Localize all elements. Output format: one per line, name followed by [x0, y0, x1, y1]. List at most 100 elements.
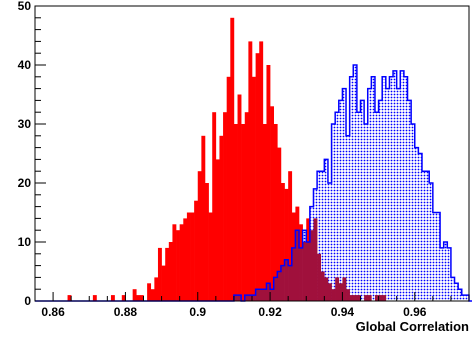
overlap-bar — [288, 265, 293, 301]
overlap-bar — [382, 295, 387, 301]
overlap-bar — [262, 289, 267, 301]
blue-bar — [418, 153, 423, 301]
overlap-bar — [252, 295, 256, 301]
red-bar — [280, 183, 285, 301]
red-bar — [132, 289, 137, 301]
blue-bar — [367, 88, 372, 301]
y-tick-label: 0 — [24, 294, 31, 308]
red-bar — [165, 247, 170, 301]
y-tick-label: 30 — [18, 117, 32, 131]
red-bar — [226, 76, 231, 301]
blue-bar — [349, 76, 354, 301]
overlap-bar — [346, 289, 350, 301]
blue-bar — [396, 88, 401, 301]
red-bar — [139, 295, 144, 301]
overlap-bar — [233, 295, 238, 301]
red-bar — [215, 159, 220, 301]
red-bar — [208, 212, 213, 301]
overlap-bar — [291, 247, 296, 301]
red-bar — [241, 124, 246, 301]
overlap-bar — [338, 283, 343, 301]
red-bar — [212, 112, 217, 301]
overlap-bar — [244, 295, 249, 301]
red-bar — [230, 17, 235, 302]
red-bar — [233, 124, 238, 301]
x-tick-label: 0.86 — [41, 305, 65, 319]
overlap-bar — [302, 242, 307, 301]
red-bar — [288, 171, 293, 301]
overlap-bar — [309, 230, 314, 301]
overlap-bars — [233, 218, 387, 301]
red-bar — [266, 65, 271, 301]
x-tick-label: 0.94 — [331, 305, 355, 319]
x-tick-label: 0.96 — [403, 305, 427, 319]
red-bar — [186, 212, 191, 301]
overlap-bar — [280, 265, 285, 301]
blue-bar — [327, 183, 332, 301]
blue-bar — [342, 88, 347, 301]
overlap-bar — [356, 295, 361, 301]
y-axis-ticks: 0 10 20 30 40 50 — [18, 0, 46, 308]
blue-bar — [320, 171, 325, 301]
overlap-bar — [327, 283, 332, 301]
overlap-bar — [353, 295, 358, 301]
overlap-bar — [284, 259, 289, 301]
blue-bar — [382, 76, 387, 301]
blue-bar — [331, 124, 336, 301]
red-bar — [190, 212, 195, 301]
red-bar — [172, 224, 177, 301]
red-bar — [273, 124, 278, 301]
overlap-bar — [378, 295, 383, 301]
red-bar — [270, 106, 274, 301]
overlap-bar — [320, 271, 325, 301]
overlap-bar — [367, 295, 372, 301]
overlap-bar — [255, 289, 260, 301]
overlap-bar — [364, 295, 369, 301]
x-tick-label: 0.9 — [189, 305, 206, 319]
blue-bar — [403, 76, 408, 301]
blue-bar — [364, 124, 369, 301]
blue-bar — [324, 159, 329, 301]
blue-bar — [461, 295, 466, 301]
red-bar — [259, 41, 264, 302]
blue-bar — [443, 242, 448, 301]
x-axis-title: Global Correlation — [356, 319, 469, 334]
red-bar — [168, 242, 173, 301]
blue-bar — [360, 100, 365, 302]
blue-bar — [447, 247, 452, 301]
blue-bar — [414, 147, 419, 301]
overlap-bar — [349, 295, 354, 301]
overlap-bar — [237, 295, 242, 301]
red-bar — [252, 76, 256, 301]
red-bar — [183, 218, 188, 301]
blue-bar — [454, 283, 459, 301]
red-bar — [237, 94, 242, 301]
blue-bar — [353, 65, 358, 301]
red-bar — [92, 295, 97, 301]
overlap-bar — [295, 230, 300, 301]
overlap-bar — [324, 277, 329, 301]
y-tick-label: 50 — [18, 0, 32, 13]
red-bar — [284, 188, 289, 301]
blue-bar — [411, 124, 416, 301]
overlap-bar — [248, 295, 253, 301]
blue-bar — [436, 212, 441, 301]
blue-bar — [389, 76, 394, 301]
blue-bar — [335, 112, 340, 301]
red-bar — [110, 295, 115, 301]
overlap-bar — [266, 283, 271, 301]
red-bar — [121, 295, 126, 301]
blue-bar — [440, 247, 444, 301]
blue-bar — [374, 112, 379, 301]
red-bar — [262, 124, 267, 301]
overlap-bar — [306, 242, 311, 301]
red-bar — [248, 41, 253, 302]
red-bar — [204, 183, 209, 301]
y-tick-label: 20 — [18, 176, 32, 190]
x-tick-label: 0.88 — [114, 305, 138, 319]
red-bar — [157, 247, 162, 301]
overlap-bar — [317, 253, 322, 301]
x-axis-ticks: 0.86 0.88 0.9 0.92 0.94 0.96 — [34, 292, 470, 319]
blue-bar — [407, 100, 412, 302]
